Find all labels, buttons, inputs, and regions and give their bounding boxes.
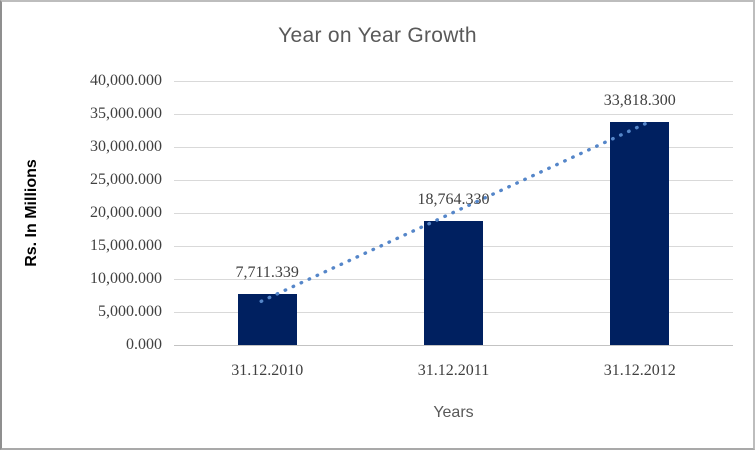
x-axis-line: [174, 345, 733, 346]
data-label: 18,764.330: [417, 191, 490, 209]
chart-title: Year on Year Growth: [278, 24, 477, 47]
bar-31.12.2010: [237, 294, 297, 345]
y-tick-label: 40,000.000: [90, 72, 162, 89]
y-tick-label: 25,000.000: [90, 171, 162, 188]
y-tick-label: 35,000.000: [90, 105, 162, 122]
y-tick-label: 10,000.000: [90, 270, 162, 287]
bar-31.12.2011: [424, 221, 483, 345]
x-axis-title: Years: [433, 404, 474, 421]
gridline: [174, 114, 733, 115]
x-tick-label: 31.12.2011: [417, 362, 490, 379]
x-tick-label: 31.12.2012: [603, 362, 676, 379]
y-tick-label: 15,000.000: [90, 237, 162, 254]
data-label: 33,818.300: [603, 91, 676, 109]
y-axis-title: Rs. In Millions: [23, 159, 40, 267]
gridline: [174, 81, 733, 82]
y-tick-label: 5,000.000: [98, 303, 162, 320]
y-tick-label: 20,000.000: [90, 204, 162, 221]
x-tick-label: 31.12.2010: [231, 362, 304, 379]
y-tick-label: 0.000: [126, 336, 162, 353]
y-tick-label: 30,000.000: [90, 138, 162, 155]
data-label: 7,711.339: [235, 264, 299, 282]
bar-31.12.2012: [610, 121, 670, 345]
